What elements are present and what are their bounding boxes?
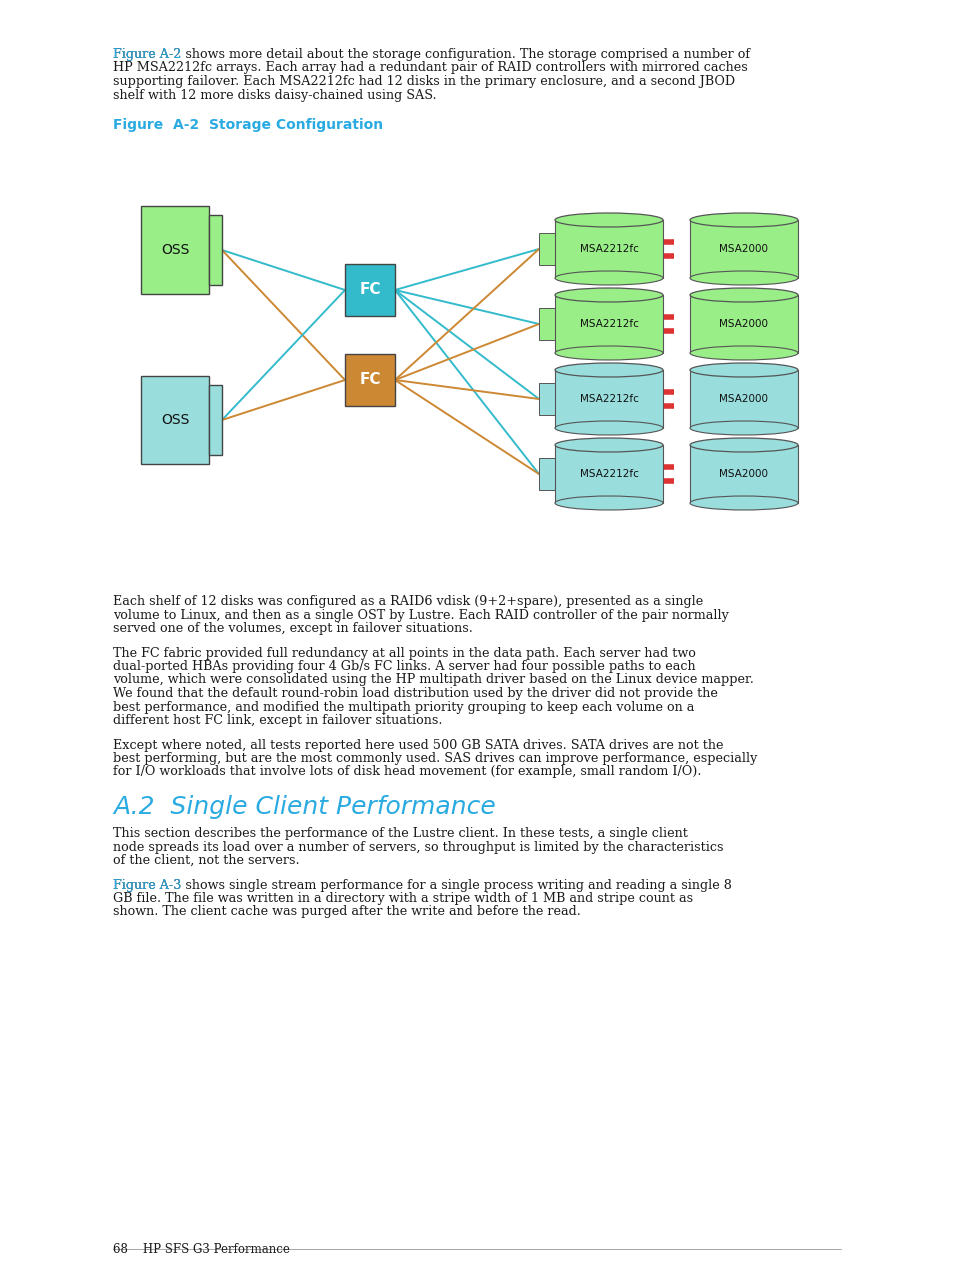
Text: OSS: OSS <box>161 243 189 257</box>
Ellipse shape <box>555 496 662 510</box>
Text: MSA2212fc: MSA2212fc <box>579 469 638 479</box>
Ellipse shape <box>689 346 797 360</box>
Ellipse shape <box>555 438 662 452</box>
Polygon shape <box>689 370 797 428</box>
Text: MSA2212fc: MSA2212fc <box>579 319 638 329</box>
Text: MSA2212fc: MSA2212fc <box>579 394 638 404</box>
Text: A.2  Single Client Performance: A.2 Single Client Performance <box>112 794 496 819</box>
Text: different host FC link, except in failover situations.: different host FC link, except in failov… <box>112 714 442 727</box>
Text: Figure  A-2  Storage Configuration: Figure A-2 Storage Configuration <box>112 118 383 132</box>
Text: for I/O workloads that involve lots of disk head movement (for example, small ra: for I/O workloads that involve lots of d… <box>112 765 700 779</box>
FancyBboxPatch shape <box>141 376 209 464</box>
Text: HP MSA2212fc arrays. Each array had a redundant pair of RAID controllers with mi: HP MSA2212fc arrays. Each array had a re… <box>112 61 747 75</box>
Text: volume, which were consolidated using the HP multipath driver based on the Linux: volume, which were consolidated using th… <box>112 674 753 686</box>
Text: Figure A-3: Figure A-3 <box>112 878 181 891</box>
Text: best performing, but are the most commonly used. SAS drives can improve performa: best performing, but are the most common… <box>112 752 757 765</box>
Ellipse shape <box>689 289 797 302</box>
FancyBboxPatch shape <box>538 383 555 414</box>
Text: of the client, not the servers.: of the client, not the servers. <box>112 854 299 867</box>
FancyBboxPatch shape <box>538 458 555 489</box>
Polygon shape <box>555 220 662 278</box>
Text: GB file. The file was written in a directory with a stripe width of 1 MB and str: GB file. The file was written in a direc… <box>112 892 693 905</box>
Text: dual-ported HBAs providing four 4 Gb/s FC links. A server had four possible path: dual-ported HBAs providing four 4 Gb/s F… <box>112 660 695 674</box>
Text: We found that the default round-robin load distribution used by the driver did n: We found that the default round-robin lo… <box>112 688 717 700</box>
Ellipse shape <box>555 421 662 435</box>
Text: supporting failover. Each MSA2212fc had 12 disks in the primary enclosure, and a: supporting failover. Each MSA2212fc had … <box>112 75 735 88</box>
Text: FC: FC <box>359 372 380 388</box>
Ellipse shape <box>555 214 662 228</box>
Text: MSA2212fc: MSA2212fc <box>579 244 638 254</box>
Text: Each shelf of 12 disks was configured as a RAID6 vdisk (9+2+spare), presented as: Each shelf of 12 disks was configured as… <box>112 595 702 608</box>
Polygon shape <box>555 445 662 503</box>
Ellipse shape <box>689 364 797 377</box>
Text: node spreads its load over a number of servers, so throughput is limited by the : node spreads its load over a number of s… <box>112 840 722 854</box>
Polygon shape <box>555 370 662 428</box>
FancyBboxPatch shape <box>538 308 555 339</box>
Text: best performance, and modified the multipath priority grouping to keep each volu: best performance, and modified the multi… <box>112 700 694 713</box>
Text: shown. The client cache was purged after the write and before the read.: shown. The client cache was purged after… <box>112 905 580 919</box>
Text: The FC fabric provided full redundancy at all points in the data path. Each serv: The FC fabric provided full redundancy a… <box>112 647 695 660</box>
Text: Figure A-3 shows single stream performance for a single process writing and read: Figure A-3 shows single stream performan… <box>112 878 731 891</box>
FancyBboxPatch shape <box>538 233 555 264</box>
Polygon shape <box>555 295 662 353</box>
Ellipse shape <box>689 496 797 510</box>
FancyBboxPatch shape <box>345 355 395 405</box>
Ellipse shape <box>555 271 662 285</box>
Text: Figure A-2: Figure A-2 <box>112 48 181 61</box>
Ellipse shape <box>555 364 662 377</box>
Ellipse shape <box>555 346 662 360</box>
Text: Except where noted, all tests reported here used 500 GB SATA drives. SATA drives: Except where noted, all tests reported h… <box>112 738 722 751</box>
FancyBboxPatch shape <box>209 215 222 285</box>
Ellipse shape <box>689 271 797 285</box>
FancyBboxPatch shape <box>209 385 222 455</box>
Text: This section describes the performance of the Lustre client. In these tests, a s: This section describes the performance o… <box>112 827 687 840</box>
Ellipse shape <box>555 289 662 302</box>
Text: MSA2000: MSA2000 <box>719 469 768 479</box>
Polygon shape <box>689 295 797 353</box>
Ellipse shape <box>689 438 797 452</box>
Ellipse shape <box>689 421 797 435</box>
Text: shelf with 12 more disks daisy-chained using SAS.: shelf with 12 more disks daisy-chained u… <box>112 89 436 102</box>
Text: FC: FC <box>359 282 380 297</box>
Polygon shape <box>689 445 797 503</box>
Text: MSA2000: MSA2000 <box>719 244 768 254</box>
FancyBboxPatch shape <box>345 264 395 316</box>
Text: MSA2000: MSA2000 <box>719 319 768 329</box>
Text: 68    HP SFS G3 Performance: 68 HP SFS G3 Performance <box>112 1243 290 1256</box>
Polygon shape <box>689 220 797 278</box>
Text: served one of the volumes, except in failover situations.: served one of the volumes, except in fai… <box>112 622 473 636</box>
FancyBboxPatch shape <box>141 206 209 294</box>
Text: Figure A-2 shows more detail about the storage configuration. The storage compri: Figure A-2 shows more detail about the s… <box>112 48 749 61</box>
Text: OSS: OSS <box>161 413 189 427</box>
Ellipse shape <box>689 214 797 228</box>
Text: MSA2000: MSA2000 <box>719 394 768 404</box>
Text: volume to Linux, and then as a single OST by Lustre. Each RAID controller of the: volume to Linux, and then as a single OS… <box>112 609 728 622</box>
